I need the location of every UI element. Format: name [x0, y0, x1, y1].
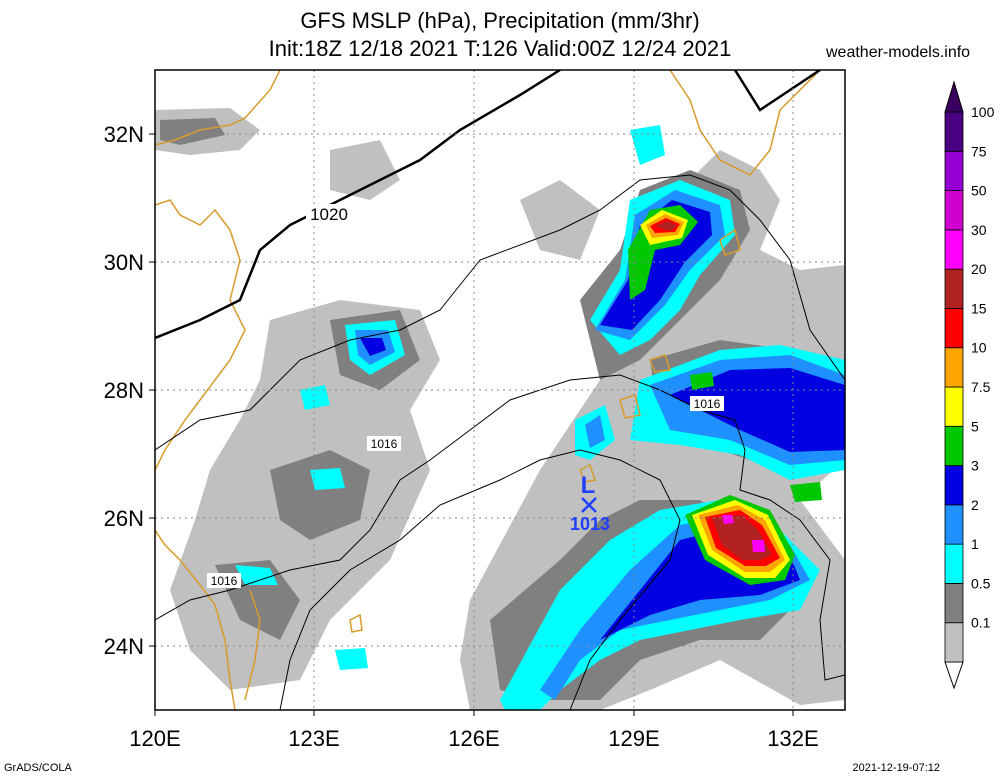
colorbar-label: 50 — [971, 183, 987, 199]
isobar-label: 1016 — [371, 437, 398, 451]
low-pressure-center: L 1013 — [570, 472, 610, 534]
map-subtitle: Init:18Z 12/18 2021 T:126 Valid:00Z 12/2… — [268, 36, 732, 61]
isobar-labels: 1020 1016 1016 1016 — [207, 204, 724, 588]
footer-credit: GrADS/COLA — [4, 762, 72, 774]
coastline — [155, 70, 821, 710]
lon-tick-label: 129E — [608, 726, 659, 751]
colorbar-label: 3 — [971, 458, 979, 474]
isobar-label: 1016 — [694, 397, 721, 411]
precip-area-30mm — [722, 515, 765, 552]
lon-tick-label: 123E — [288, 726, 339, 751]
colorbar-swatch — [944, 543, 964, 584]
grid-lines — [155, 70, 845, 710]
low-center-marker-icon — [581, 497, 597, 513]
lat-tick-label: 26N — [104, 506, 144, 531]
colorbar-label: 75 — [971, 143, 987, 159]
isobar-1016-main — [155, 174, 845, 451]
lon-tick-label: 132E — [767, 726, 818, 751]
precip-area-10mm — [646, 214, 785, 572]
colorbar-label: 100 — [971, 104, 995, 120]
precip-field — [155, 70, 845, 710]
site-credit: weather-models.info — [826, 44, 971, 61]
low-letter: L — [581, 472, 596, 499]
lat-tick-label: 32N — [104, 122, 144, 147]
colorbar-swatch — [944, 308, 964, 349]
colorbar-upper-arrow — [944, 80, 964, 113]
colorbar-label: 15 — [971, 300, 987, 316]
lon-tick-label: 120E — [129, 726, 180, 751]
colorbar-swatch — [944, 425, 964, 466]
colorbar-swatch — [944, 583, 964, 624]
lat-tick-label: 28N — [104, 378, 144, 403]
colorbar-swatch — [944, 386, 964, 427]
isobar-label: 1020 — [310, 205, 348, 224]
lat-axis-labels: 24N 26N 28N 30N 32N — [104, 122, 144, 659]
lat-tick-label: 30N — [104, 250, 144, 275]
tick-marks — [149, 133, 794, 716]
lon-tick-label: 126E — [448, 726, 499, 751]
low-pressure-value: 1013 — [570, 514, 610, 534]
colorbar-swatch — [944, 229, 964, 270]
colorbar-swatch — [944, 111, 964, 152]
colorbar-label: 2 — [971, 497, 979, 513]
lon-axis-labels: 120E 123E 126E 129E 132E — [129, 726, 818, 751]
colorbar-label: 7.5 — [971, 379, 991, 395]
footer-timestamp: 2021-12-19-07:12 — [852, 762, 940, 774]
colorbar-swatch — [944, 190, 964, 231]
precip-colorbar: 0.1 0.5 1 2 3 5 7.5 10 15 20 30 50 75 100 — [944, 80, 995, 690]
colorbar-swatch — [944, 268, 964, 309]
colorbar-lower-arrow — [944, 661, 964, 690]
isobar-1020-east — [733, 70, 821, 112]
colorbar-swatch — [944, 622, 964, 663]
colorbar-label: 10 — [971, 340, 987, 356]
colorbar-label: 5 — [971, 418, 979, 434]
colorbar-label: 1 — [971, 536, 979, 552]
colorbar-swatch — [944, 504, 964, 545]
colorbar-label: 30 — [971, 222, 987, 238]
colorbar-label: 20 — [971, 261, 987, 277]
colorbar-label: 0.1 — [971, 615, 991, 631]
isobar-label: 1016 — [211, 574, 238, 588]
colorbar-swatch — [944, 150, 964, 191]
colorbar-label: 0.5 — [971, 575, 991, 591]
lat-tick-label: 24N — [104, 634, 144, 659]
isobar-1016-south — [155, 374, 845, 681]
map-title: GFS MSLP (hPa), Precipitation (mm/3hr) — [300, 8, 700, 33]
colorbar-swatch — [944, 347, 964, 388]
isobar-1016-inner — [279, 449, 681, 710]
colorbar-swatch — [944, 465, 964, 506]
